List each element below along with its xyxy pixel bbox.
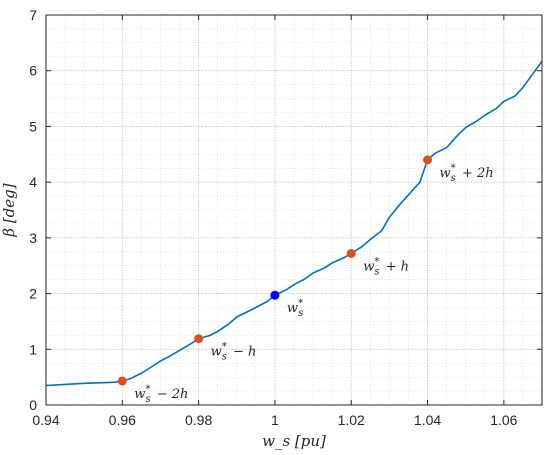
x-tick-label: 1	[271, 412, 279, 428]
marker-layer: w* s − 2h w* s − h w* s w* s + h w* s + 2h	[117, 155, 494, 405]
x-tick-label: 0.96	[109, 412, 136, 428]
y-tick-label: 0	[29, 397, 37, 413]
x-axis-label: w_s [pu]	[262, 432, 326, 450]
x-tick-label: 1.02	[338, 412, 365, 428]
series-layer	[45, 60, 543, 387]
x-tick-label: 1.06	[490, 412, 517, 428]
y-tick-label: 2	[29, 286, 37, 302]
data-marker	[423, 155, 433, 165]
data-marker	[346, 248, 356, 258]
x-tick-label: 0.98	[185, 412, 212, 428]
plot-frame	[45, 14, 543, 406]
y-tick-label: 6	[29, 63, 37, 79]
y-axis: 0 1 2 3 4 5 6 7	[29, 7, 542, 413]
y-tick-label: 7	[29, 7, 37, 23]
y-axis-label: β [deg]	[0, 183, 18, 237]
y-tick-label: 4	[29, 174, 37, 190]
marker-label: w* s + h	[363, 256, 409, 277]
marker-label: w* s − 2h	[134, 384, 188, 405]
y-tick-label: 1	[29, 341, 37, 357]
marker-label: w* s	[287, 298, 303, 319]
data-marker	[117, 376, 127, 386]
series-line	[45, 60, 543, 387]
marker-label: w* s + 2h	[440, 163, 494, 184]
y-tick-label: 3	[29, 230, 37, 246]
x-tick-label: 0.94	[32, 412, 59, 428]
data-marker	[270, 290, 280, 300]
marker-label: w* s − h	[211, 342, 257, 363]
x-axis: 0.94 0.96 0.98 1 1.02 1.04 1.06	[32, 15, 518, 428]
x-tick-label: 1.04	[414, 412, 441, 428]
y-tick-label: 5	[29, 118, 37, 134]
data-marker	[194, 334, 204, 344]
